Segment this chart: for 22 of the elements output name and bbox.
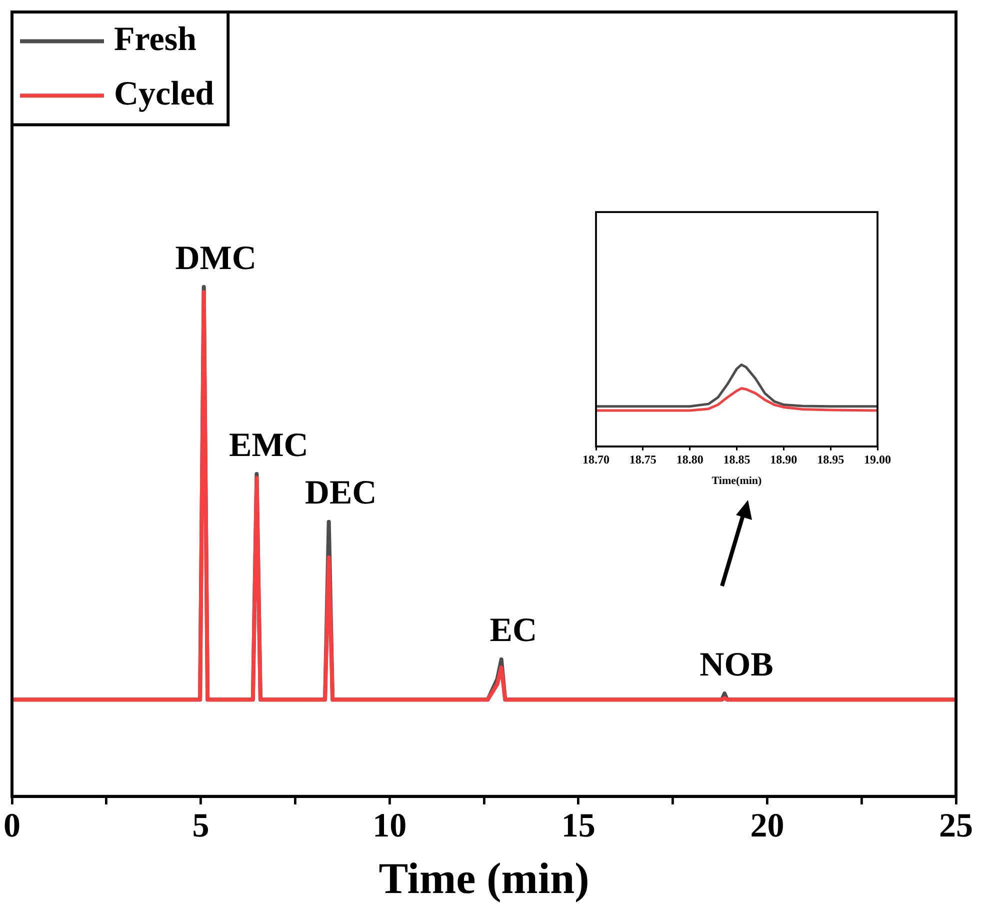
x-tick-label: 5 [192,808,210,845]
x-tick-label: 18.95 [817,452,844,467]
x-tick-label: 18.90 [770,452,798,467]
x-tick-label: 18.70 [582,452,610,467]
x-tick-label: 15 [561,808,596,845]
legend-label: Cycled [114,75,214,112]
legend-label: Fresh [114,20,197,58]
x-tick-label: 20 [750,808,784,845]
x-axis-title: Time (min) [378,854,590,903]
annotation: DMC [175,240,256,277]
x-axis-title: Time(min) [712,475,762,488]
annotation: DEC [304,474,377,512]
x-tick-label: 10 [372,808,407,845]
x-tick-label: 18.85 [723,452,750,467]
x-tick-label: 19.00 [864,452,891,467]
x-tick-label: 0 [4,808,20,845]
x-tick-label: 18.75 [629,452,656,467]
annotation: EMC [229,426,308,464]
annotation: EC [490,612,537,650]
x-tick-label: 25 [939,808,973,845]
annotation: NOB [700,646,774,684]
x-tick-label: 18.80 [676,452,704,467]
